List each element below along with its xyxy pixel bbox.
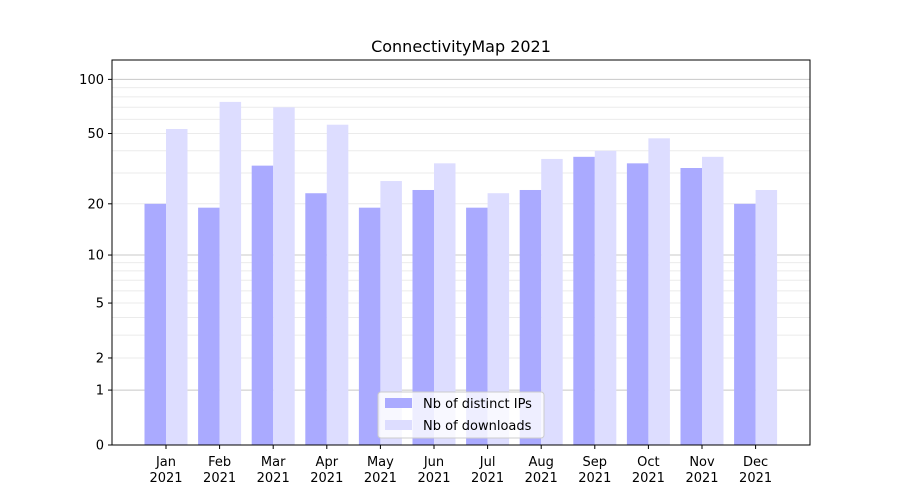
- x-tick-label: Feb 2021: [203, 455, 236, 486]
- y-tick-label: 2: [96, 351, 104, 366]
- bar-downloads: [541, 158, 563, 445]
- x-tick-label: Nov 2021: [685, 455, 718, 486]
- y-tick-label: 20: [87, 197, 104, 212]
- x-axis: Jan 2021 Feb 2021 Mar 2021 Apr 2021 May 2021 Jun 20…: [149, 445, 772, 486]
- bars: [144, 101, 778, 446]
- x-tick-label: Mar 2021: [257, 455, 290, 486]
- legend-label-ips: Nb of distinct IPs: [423, 397, 532, 412]
- bar-distinct-ips: [466, 207, 488, 445]
- bar-downloads: [648, 138, 670, 445]
- x-tick-label: Oct 2021: [632, 455, 665, 486]
- bar-downloads: [702, 156, 724, 446]
- legend-label-downloads: Nb of downloads: [423, 419, 532, 434]
- legend: Nb of distinct IPs Nb of downloads: [377, 391, 545, 439]
- x-tick-label: Jan 2021: [149, 455, 182, 486]
- bar-distinct-ips: [626, 163, 649, 445]
- bar-downloads: [594, 150, 617, 445]
- bar-distinct-ips: [251, 165, 274, 445]
- bar-downloads: [487, 193, 510, 445]
- x-tick-label: Jun 2021: [417, 455, 450, 486]
- bar-downloads: [326, 124, 349, 445]
- x-tick-label: Sep 2021: [578, 455, 611, 486]
- y-tick-label: 0: [96, 439, 104, 454]
- x-tick-label: May 2021: [364, 455, 397, 486]
- y-tick-label: 10: [87, 249, 104, 264]
- bar-downloads: [380, 181, 402, 446]
- bar-distinct-ips: [412, 189, 434, 445]
- legend-box: [377, 391, 545, 439]
- y-tick-label: 1: [96, 384, 104, 399]
- x-tick-label: Dec 2021: [739, 455, 772, 486]
- bar-distinct-ips: [305, 193, 327, 445]
- y-tick-label: 50: [87, 127, 104, 142]
- bar-distinct-ips: [144, 203, 166, 445]
- x-tick-label: Aug 2021: [525, 455, 558, 486]
- y-axis: 0 1 2 5 10 20 50 100: [79, 73, 112, 454]
- bar-distinct-ips: [680, 168, 702, 445]
- bar-distinct-ips: [358, 207, 381, 445]
- bar-downloads: [434, 163, 456, 445]
- bar-downloads: [166, 128, 188, 445]
- legend-swatch-downloads: [385, 420, 412, 430]
- bar-distinct-ips: [198, 207, 220, 445]
- x-tick-label: Apr 2021: [310, 455, 343, 486]
- y-tick-label: 5: [96, 297, 104, 312]
- chart-title: ConnectivityMap 2021: [371, 37, 551, 56]
- bar-distinct-ips: [519, 189, 542, 445]
- bar-downloads: [755, 189, 778, 445]
- bar-downloads: [219, 101, 242, 446]
- x-tick-label: Jul 2021: [471, 455, 504, 486]
- bar-distinct-ips: [573, 156, 595, 446]
- bar-distinct-ips: [734, 203, 756, 445]
- plot-frame: [111, 59, 811, 446]
- legend-swatch-ips: [385, 398, 412, 408]
- y-tick-label: 100: [79, 73, 104, 88]
- bar-downloads: [273, 107, 295, 445]
